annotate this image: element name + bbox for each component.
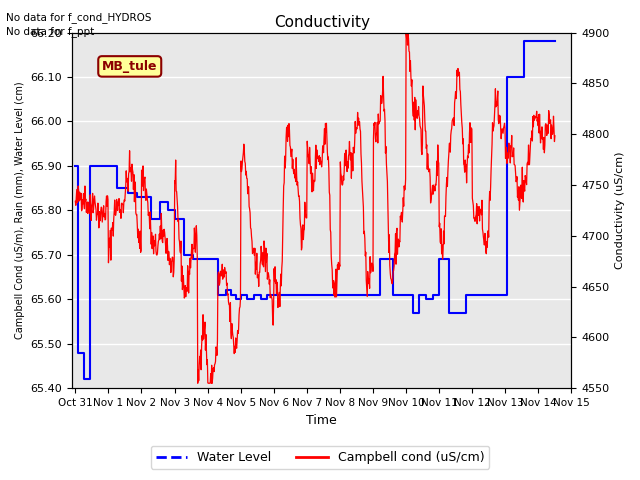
Legend: Water Level, Campbell cond (uS/cm): Water Level, Campbell cond (uS/cm) [151, 446, 489, 469]
Y-axis label: Conductivity (uS/cm): Conductivity (uS/cm) [615, 152, 625, 269]
Text: No data for f_cond_HYDROS
No data for f_ppt: No data for f_cond_HYDROS No data for f_… [6, 12, 152, 37]
Text: MB_tule: MB_tule [102, 60, 157, 73]
Y-axis label: Campbell Cond (uS/m), Rain (mm), Water Level (cm): Campbell Cond (uS/m), Rain (mm), Water L… [15, 82, 25, 339]
X-axis label: Time: Time [307, 414, 337, 427]
Title: Conductivity: Conductivity [274, 15, 370, 30]
